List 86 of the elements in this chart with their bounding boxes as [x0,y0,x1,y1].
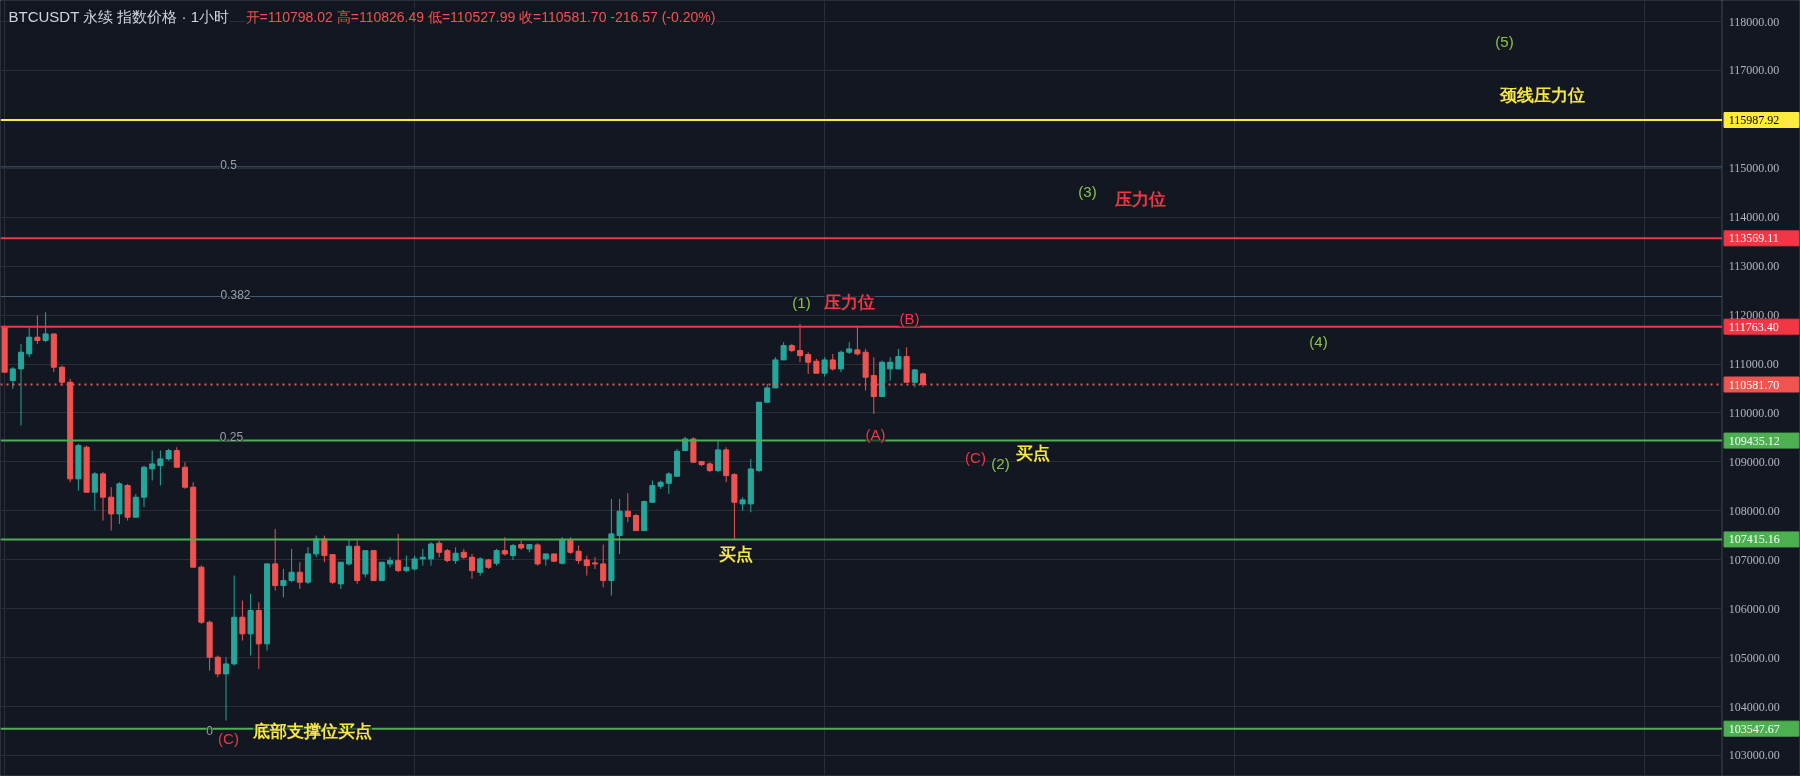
annotation: (5) [1495,33,1514,50]
candlestick [805,351,812,375]
ref-line-label: 110581.70 [1728,377,1780,392]
candlestick [42,311,49,343]
y-tick-label: 108000.00 [1728,503,1780,518]
y-tick-label: 106000.00 [1728,601,1780,616]
candlestick [559,536,566,566]
candlestick [583,555,590,577]
text: BTCUSDT 永续 指数价格 · 1小时 [8,7,230,25]
candlestick [395,533,402,573]
candlestick [345,538,353,567]
candlestick [26,326,33,358]
annotation: 0.5 [220,158,238,172]
candlestick [386,556,394,568]
candlestick [362,550,369,578]
annotation: 压力位 [1114,190,1166,209]
candlestick [34,315,41,345]
candlestick [887,356,894,382]
y-tick-label: 111000.00 [1728,357,1779,372]
candlestick [222,656,230,722]
y-tick-label: 107000.00 [1728,552,1780,567]
candlestick [477,556,484,577]
y-tick-label: 110000.00 [1728,405,1780,420]
candlestick [313,535,320,558]
candlestick [600,544,607,588]
annotation: 买点 [718,545,753,564]
candlestick [91,471,98,512]
candlestick [296,561,303,590]
annotation: (1) [792,294,811,311]
candlestick [181,461,189,490]
candlestick [764,383,771,403]
candlestick [247,593,254,657]
candlestick [17,343,25,427]
candlestick [714,439,722,473]
y-tick-label: 104000.00 [1728,699,1780,714]
y-tick-label: 114000.00 [1728,210,1780,225]
annotation: 0.382 [220,288,251,302]
candlestick [427,541,435,567]
y-tick-label: 118000.00 [1728,14,1780,29]
ref-line-label: 107415.16 [1728,532,1780,547]
candlestick [239,600,246,642]
y-tick-label: 109000.00 [1728,454,1780,469]
ref-line-label: 103547.67 [1728,721,1780,736]
annotation: (4) [1309,333,1328,350]
y-tick-label: 113000.00 [1728,259,1780,274]
candlestick [272,528,279,592]
candlestick [108,486,115,532]
annotation: 0.25 [219,430,244,444]
annotation: 0 [206,724,214,738]
candlestick [624,492,631,523]
candlestick [99,471,107,522]
candlestick [157,450,164,487]
annotation: (3) [1078,183,1097,200]
candlestick [9,366,16,390]
candlestick [895,348,902,370]
candlestick [534,542,541,567]
annotation: 压力位 [823,293,875,312]
annotation: (A) [865,426,886,443]
text: 开=110798.02 高=110826.49 低=110527.99 收=110581.70 -216.57 (-0.20%) [245,8,716,25]
y-tick-label: 117000.00 [1728,63,1780,78]
candlestick [501,536,508,557]
candlestick [214,655,221,678]
candlestick [591,556,599,570]
annotation: 底部支撑位买点 [252,722,372,741]
candlestick [378,561,385,582]
candlestick [837,350,845,373]
candlestick [132,493,139,518]
candlestick [821,356,828,378]
ref-line-label: 115987.92 [1728,112,1780,127]
annotation: (C) [218,730,239,747]
ref-line-label: 113569.11 [1728,231,1779,246]
annotation: (C) [965,449,986,466]
annotation: 颈线压力位 [1499,86,1585,105]
candlestick [665,471,672,495]
candlestick [796,323,804,363]
annotation: (B) [899,310,920,327]
candlestick [337,561,344,590]
annotation: 买点 [1015,444,1050,463]
y-tick-label: 105000.00 [1728,650,1780,665]
candlestick [149,450,156,482]
y-tick-label: 103000.00 [1728,748,1780,763]
candlestick [173,446,180,468]
annotation: (2) [991,455,1010,472]
ref-line-label: 109435.12 [1728,433,1780,448]
y-tick-label: 115000.00 [1728,161,1780,176]
candlestick [468,553,476,580]
